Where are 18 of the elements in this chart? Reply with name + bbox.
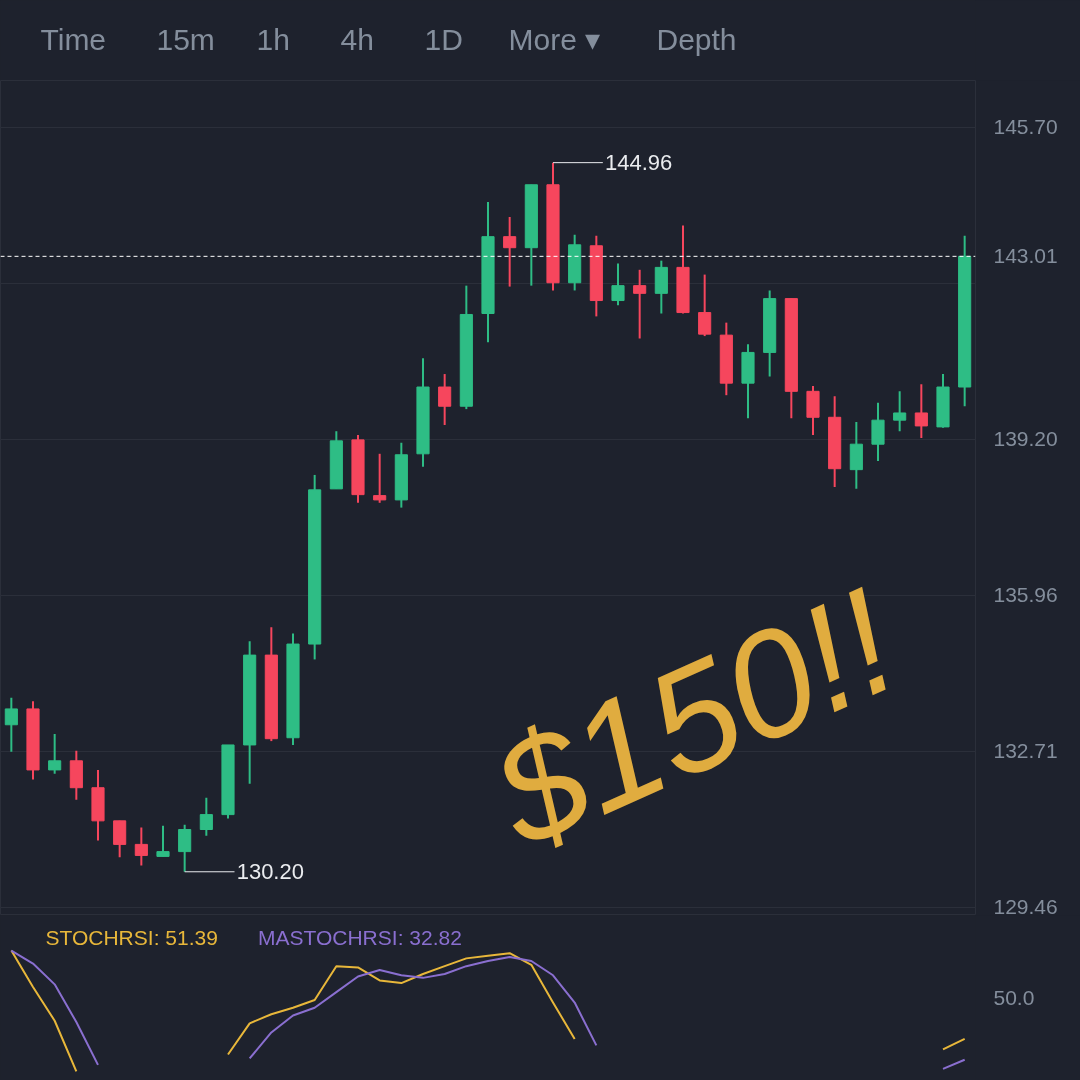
annotation: 130.20 <box>236 859 304 885</box>
text: Depth <box>656 23 737 56</box>
text: 50.0 <box>993 986 1035 1009</box>
annotation: 144.96 <box>605 150 673 176</box>
series-label: MASTOCHRSI: 32.82 <box>258 926 462 949</box>
text: 4h <box>340 23 374 56</box>
text: Time <box>40 23 107 56</box>
ref-line-label: 143.01 <box>993 244 1058 268</box>
y-tick-label: 135.96 <box>993 583 1058 607</box>
y-tick-label: 145.70 <box>993 115 1058 139</box>
series-label: STOCHRSI: 51.39 <box>45 926 218 949</box>
y-tick-label: 132.71 <box>993 739 1058 763</box>
text: 15m <box>156 23 215 56</box>
text: More ▾ <box>508 23 601 56</box>
text: 1D <box>424 23 463 56</box>
text: 1h <box>256 23 290 56</box>
y-tick-label: 129.46 <box>993 895 1058 919</box>
y-tick-label: 139.20 <box>993 427 1058 451</box>
